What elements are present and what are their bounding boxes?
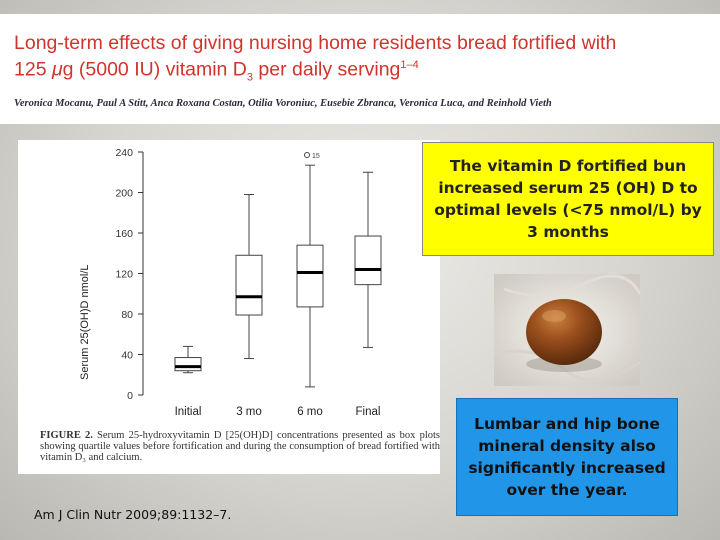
y-axis-label: Serum 25(OH)D nmol/L xyxy=(79,264,91,380)
iqr-box xyxy=(174,357,202,372)
box-group-3-mo: 3 mo xyxy=(235,194,263,418)
title-banner: Long-term effects of giving nursing home… xyxy=(0,14,720,124)
citation: Am J Clin Nutr 2009;89:1132–7. xyxy=(34,507,232,522)
blue-callout-text: Lumbar and hip bone mineral density also… xyxy=(468,415,666,499)
yellow-callout-box: The vitamin D fortified bun increased se… xyxy=(422,142,714,256)
box-group-final: Final xyxy=(354,171,382,418)
figure-caption-text: Serum 25-hydroxyvitamin D [25(OH)D] conc… xyxy=(40,430,440,463)
y-tick-label: 160 xyxy=(115,228,133,240)
y-tick-label: 120 xyxy=(115,269,133,281)
figure-panel: 0 40 80 120 160 200 240 Initial 3 mo 15 6 mo Final… xyxy=(18,140,440,474)
y-tick-label: 80 xyxy=(121,309,133,321)
y-tick-label: 240 xyxy=(115,147,133,159)
title-line-2-prefix: 125 xyxy=(14,58,52,81)
title-line-2-mid: g (5000 IU) vitamin D xyxy=(62,58,247,81)
y-tick-label: 0 xyxy=(127,390,133,402)
box-group-6-mo: 15 6 mo xyxy=(296,152,324,418)
box-plot-chart: 0 40 80 120 160 200 240 Initial 3 mo 15 6 mo Final… xyxy=(79,147,382,418)
bun-shape xyxy=(526,299,602,365)
y-tick-label: 200 xyxy=(115,188,133,200)
box-group-initial: Initial xyxy=(174,345,202,418)
title-mu: μ xyxy=(51,58,63,81)
outlier-point xyxy=(304,152,310,158)
x-category-label: 6 mo xyxy=(297,406,323,418)
yellow-callout-text: The vitamin D fortified bun increased se… xyxy=(434,157,702,241)
x-category-label: Initial xyxy=(175,406,202,418)
y-tick-label: 40 xyxy=(121,350,133,362)
iqr-box xyxy=(296,244,324,308)
iqr-box xyxy=(354,235,382,286)
title-line-2-suffix: per daily serving xyxy=(253,58,401,81)
iqr-box xyxy=(235,254,263,316)
bun-photo xyxy=(494,274,640,386)
author-list: Veronica Mocanu, Paul A Stitt, Anca Roxa… xyxy=(14,98,552,109)
slide-title: Long-term effects of giving nursing home… xyxy=(14,32,714,88)
blue-callout-box: Lumbar and hip bone mineral density also… xyxy=(456,398,678,516)
x-category-label: 3 mo xyxy=(236,406,262,418)
figure-caption: FIGURE 2. Serum 25-hydroxyvitamin D [25(… xyxy=(40,430,440,463)
title-superscript: 1–4 xyxy=(400,59,419,71)
x-category-label: Final xyxy=(356,406,381,418)
figure-caption-label: FIGURE 2. xyxy=(40,430,93,441)
title-line-1: Long-term effects of giving nursing home… xyxy=(14,32,617,54)
outlier-label: 15 xyxy=(312,153,320,160)
title-subscript: 3 xyxy=(246,71,253,84)
